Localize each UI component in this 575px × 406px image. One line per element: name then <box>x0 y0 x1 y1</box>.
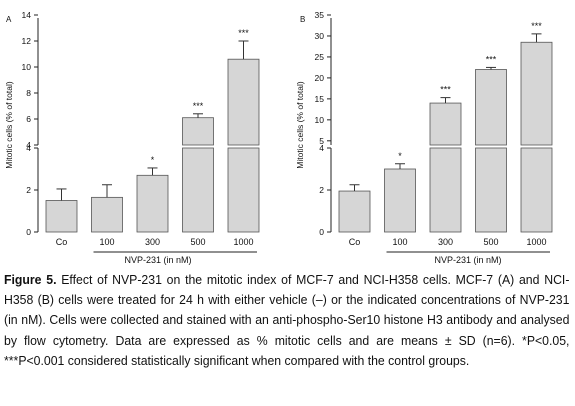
bar-upper <box>429 102 462 146</box>
x-tick-label: 100 <box>392 237 407 247</box>
y-tick-label: 8 <box>26 88 31 98</box>
y-tick-label: 4 <box>26 140 31 150</box>
y-tick-label: 2 <box>26 185 31 195</box>
figure-label: Figure 5. <box>4 272 57 287</box>
x-tick-label: 300 <box>438 237 453 247</box>
bar-lower <box>182 147 214 233</box>
bar-lower <box>429 147 462 233</box>
x-tick-label: 300 <box>145 237 160 247</box>
y-tick-label: 4 <box>319 143 324 153</box>
y-tick-label: 25 <box>315 52 325 62</box>
figure-charts: A 0 2 4 4 6 8 10 12 14 Mitotic cells (% of total) C… <box>4 10 553 265</box>
significance-mark: *** <box>238 28 249 38</box>
bar-upper <box>475 69 507 146</box>
y-tick-label: 12 <box>22 36 32 46</box>
y-tick-label: 2 <box>319 185 324 195</box>
bar-upper <box>182 117 214 146</box>
bar-lower <box>520 147 553 233</box>
y-tick-label: 20 <box>315 73 325 83</box>
x-tick-label: 1000 <box>526 237 546 247</box>
significance-mark: * <box>398 151 402 161</box>
bar-lower <box>45 200 78 233</box>
y-tick-label: 30 <box>315 31 325 41</box>
y-tick-label: 14 <box>22 10 32 20</box>
significance-mark: *** <box>440 85 451 95</box>
x-tick-label: Co <box>56 237 68 247</box>
bar-upper <box>520 41 553 146</box>
y-tick-label: 4 <box>26 143 31 153</box>
y-tick-label: 15 <box>315 94 325 104</box>
y-tick-label: 6 <box>26 114 31 124</box>
x-tick-label: 500 <box>483 237 498 247</box>
panel-b: B 0 2 45 10 15 20 25 30 35 Mitotic cells (% of tot… <box>295 10 553 265</box>
y-tick-label: 0 <box>26 227 31 237</box>
caption-text: Effect of NVP-231 on the mitotic index o… <box>4 272 570 368</box>
x-tick-label: 100 <box>99 237 114 247</box>
y-tick-label: 0 <box>319 227 324 237</box>
x-axis-label: NVP-231 (in nM) <box>434 255 501 265</box>
bar-lower <box>475 147 507 233</box>
significance-mark: *** <box>486 54 497 64</box>
bar-lower <box>227 147 260 233</box>
panel-label: A <box>6 15 12 24</box>
x-axis-label: NVP-231 (in nM) <box>124 255 191 265</box>
x-tick-label: 500 <box>190 237 205 247</box>
bar-lower <box>384 168 416 233</box>
significance-mark: *** <box>531 21 542 31</box>
y-axis-label: Mitotic cells (% of total) <box>4 81 14 169</box>
bar-lower <box>136 174 169 233</box>
bar-lower <box>91 196 123 233</box>
significance-mark: * <box>151 155 155 165</box>
y-tick-label: 35 <box>315 10 325 20</box>
y-tick-label: 10 <box>22 62 32 72</box>
y-tick-label: 5 <box>319 136 324 146</box>
x-tick-label: Co <box>349 237 361 247</box>
significance-mark: *** <box>193 101 204 111</box>
figure-caption: Figure 5. Effect of NVP-231 on the mitot… <box>4 270 569 371</box>
y-tick-label: 10 <box>315 115 325 125</box>
bar-upper <box>227 58 260 146</box>
panel-label: B <box>300 15 305 24</box>
x-tick-label: 1000 <box>233 237 253 247</box>
bar-lower <box>338 190 371 233</box>
y-axis-label: Mitotic cells (% of total) <box>295 81 305 169</box>
